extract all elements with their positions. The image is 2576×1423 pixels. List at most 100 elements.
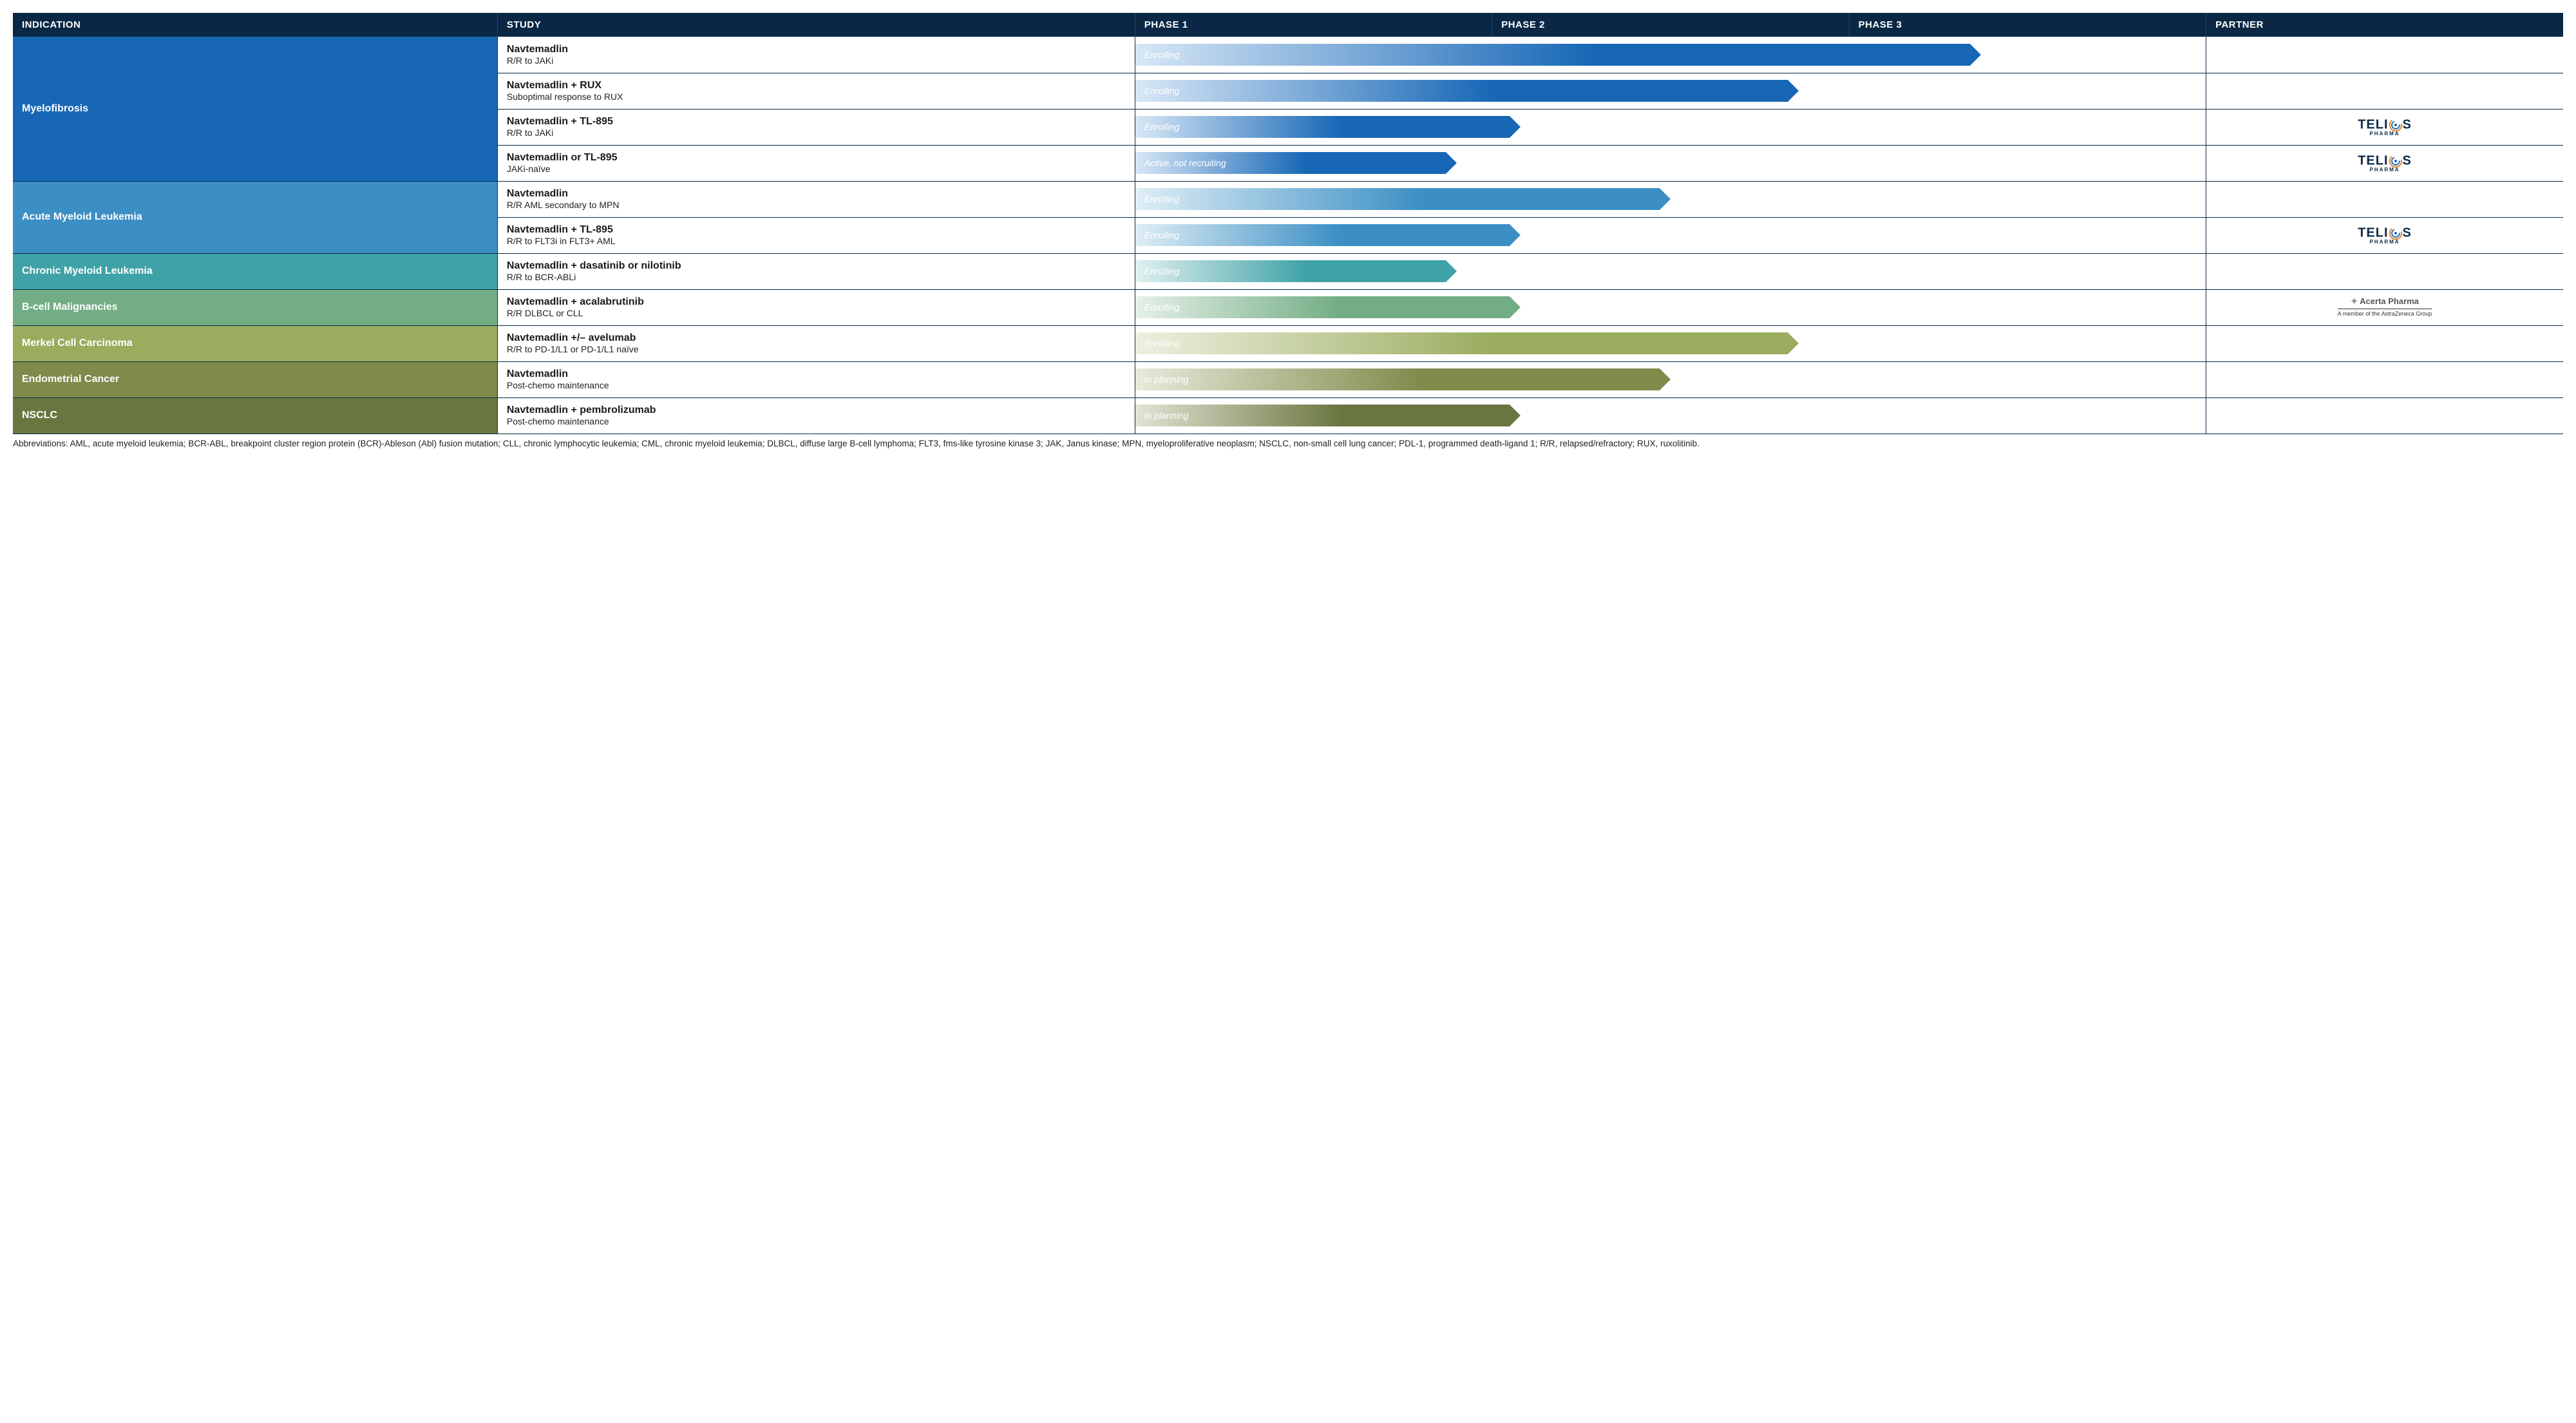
phase-status: Enrolling: [1135, 44, 1970, 66]
study-name: Navtemadlin: [507, 368, 1126, 380]
partner-cell: [2206, 181, 2563, 217]
phase-bar: Enrolling: [1135, 188, 1671, 210]
indication-cell: B-cell Malignancies: [13, 289, 497, 325]
phase-bar: Enrolling: [1135, 116, 1520, 138]
indication-cell: Endometrial Cancer: [13, 361, 497, 397]
header-partner: PARTNER: [2206, 13, 2563, 37]
study-subtitle: R/R AML secondary to MPN: [507, 200, 1126, 210]
study-cell: Navtemadlin + dasatinib or nilotinib R/R…: [497, 253, 1135, 289]
telios-logo: TELI S PHARMA: [2358, 154, 2412, 173]
indication-cell: Myelofibrosis: [13, 37, 497, 181]
phase-bar: In planning: [1135, 405, 1520, 426]
header-phase3: PHASE 3: [1849, 13, 2206, 37]
arrow-tip-icon: [1446, 260, 1457, 282]
phase-cell: Enrolling: [1135, 253, 2206, 289]
telios-logo: TELI S PHARMA: [2358, 118, 2412, 137]
phase-cell: Enrolling: [1135, 37, 2206, 73]
phase-status: Enrolling: [1135, 296, 1510, 318]
phase-cell: Enrolling: [1135, 289, 2206, 325]
arrow-tip-icon: [1660, 368, 1671, 390]
study-subtitle: R/R to BCR-ABLi: [507, 272, 1126, 282]
phase-bar: In planning: [1135, 368, 1671, 390]
table-row: Chronic Myeloid LeukemiaNavtemadlin + da…: [13, 253, 2563, 289]
study-subtitle: R/R to JAKi: [507, 128, 1126, 138]
phase-bar: Enrolling: [1135, 296, 1520, 318]
phase-cell: Enrolling: [1135, 181, 2206, 217]
phase-cell: Enrolling: [1135, 109, 2206, 145]
arrow-tip-icon: [1510, 296, 1520, 318]
header-phase1: PHASE 1: [1135, 13, 1492, 37]
partner-cell: [2206, 37, 2563, 73]
study-name: Navtemadlin + TL-895: [507, 116, 1126, 128]
study-cell: Navtemadlin + pembrolizumab Post-chemo m…: [497, 397, 1135, 434]
study-cell: Navtemadlin + RUX Suboptimal response to…: [497, 73, 1135, 109]
partner-cell: TELI S PHARMA: [2206, 109, 2563, 145]
study-name: Navtemadlin + pembrolizumab: [507, 405, 1126, 416]
study-subtitle: R/R to FLT3i in FLT3+ AML: [507, 236, 1126, 246]
phase-cell: In planning: [1135, 397, 2206, 434]
table-row: Acute Myeloid LeukemiaNavtemadlin R/R AM…: [13, 181, 2563, 217]
phase-status: In planning: [1135, 368, 1660, 390]
phase-bar: Enrolling: [1135, 260, 1457, 282]
partner-cell: [2206, 253, 2563, 289]
study-cell: Navtemadlin R/R to JAKi: [497, 37, 1135, 73]
study-name: Navtemadlin: [507, 44, 1126, 55]
phase-bar: Active, not recruiting: [1135, 152, 1457, 174]
indication-cell: Acute Myeloid Leukemia: [13, 181, 497, 253]
phase-bar: Enrolling: [1135, 332, 1799, 354]
study-subtitle: R/R to PD-1/L1 or PD-1/L1 naïve: [507, 344, 1126, 354]
arrow-tip-icon: [1788, 332, 1799, 354]
phase-status: Enrolling: [1135, 80, 1788, 102]
study-cell: Navtemadlin +/– avelumab R/R to PD-1/L1 …: [497, 325, 1135, 361]
study-name: Navtemadlin: [507, 188, 1126, 200]
phase-cell: Active, not recruiting: [1135, 145, 2206, 181]
study-name: Navtemadlin or TL-895: [507, 152, 1126, 164]
table-row: NSCLCNavtemadlin + pembrolizumab Post-ch…: [13, 397, 2563, 434]
arrow-tip-icon: [1510, 116, 1520, 138]
study-name: Navtemadlin + acalabrutinib: [507, 296, 1126, 308]
phase-cell: Enrolling: [1135, 217, 2206, 253]
phase-status: Active, not recruiting: [1135, 152, 1446, 174]
study-name: Navtemadlin + TL-895: [507, 224, 1126, 236]
study-cell: Navtemadlin or TL-895 JAKi-naïve: [497, 145, 1135, 181]
indication-cell: NSCLC: [13, 397, 497, 434]
header-row: INDICATION STUDY PHASE 1 PHASE 2 PHASE 3…: [13, 13, 2563, 37]
header-phase2: PHASE 2: [1492, 13, 1849, 37]
study-cell: Navtemadlin R/R AML secondary to MPN: [497, 181, 1135, 217]
partner-cell: TELI S PHARMA: [2206, 145, 2563, 181]
study-subtitle: R/R to JAKi: [507, 55, 1126, 66]
pipeline-table: INDICATION STUDY PHASE 1 PHASE 2 PHASE 3…: [13, 13, 2563, 434]
study-cell: Navtemadlin Post-chemo maintenance: [497, 361, 1135, 397]
table-row: MyelofibrosisNavtemadlin R/R to JAKi Enr…: [13, 37, 2563, 73]
telios-logo: TELI S PHARMA: [2358, 226, 2412, 245]
indication-cell: Chronic Myeloid Leukemia: [13, 253, 497, 289]
arrow-tip-icon: [1660, 188, 1671, 210]
arrow-tip-icon: [1510, 405, 1520, 426]
header-study: STUDY: [497, 13, 1135, 37]
table-row: B-cell Malignancies Navtemadlin + acalabr…: [13, 289, 2563, 325]
study-subtitle: Post-chemo maintenance: [507, 380, 1126, 390]
phase-cell: Enrolling: [1135, 73, 2206, 109]
partner-cell: [2206, 325, 2563, 361]
phase-cell: In planning: [1135, 361, 2206, 397]
arrow-tip-icon: [1970, 44, 1981, 66]
study-subtitle: Post-chemo maintenance: [507, 416, 1126, 426]
phase-cell: Enrolling: [1135, 325, 2206, 361]
study-cell: Navtemadlin + TL-895 R/R to JAKi: [497, 109, 1135, 145]
study-subtitle: Suboptimal response to RUX: [507, 91, 1126, 102]
phase-status: Enrolling: [1135, 332, 1788, 354]
header-indication: INDICATION: [13, 13, 497, 37]
phase-status: Enrolling: [1135, 188, 1660, 210]
arrow-tip-icon: [1446, 152, 1457, 174]
study-name: Navtemadlin + dasatinib or nilotinib: [507, 260, 1126, 272]
phase-bar: Enrolling: [1135, 224, 1520, 246]
acerta-logo: ✦ Acerta Pharma A member of the AstraZen…: [2338, 296, 2432, 317]
phase-bar: Enrolling: [1135, 44, 1981, 66]
phase-status: Enrolling: [1135, 224, 1510, 246]
study-cell: Navtemadlin + TL-895 R/R to FLT3i in FLT…: [497, 217, 1135, 253]
study-subtitle: JAKi-naïve: [507, 164, 1126, 174]
study-subtitle: R/R DLBCL or CLL: [507, 308, 1126, 318]
partner-cell: TELI S PHARMA: [2206, 217, 2563, 253]
table-row: Merkel Cell CarcinomaNavtemadlin +/– ave…: [13, 325, 2563, 361]
partner-cell: [2206, 361, 2563, 397]
